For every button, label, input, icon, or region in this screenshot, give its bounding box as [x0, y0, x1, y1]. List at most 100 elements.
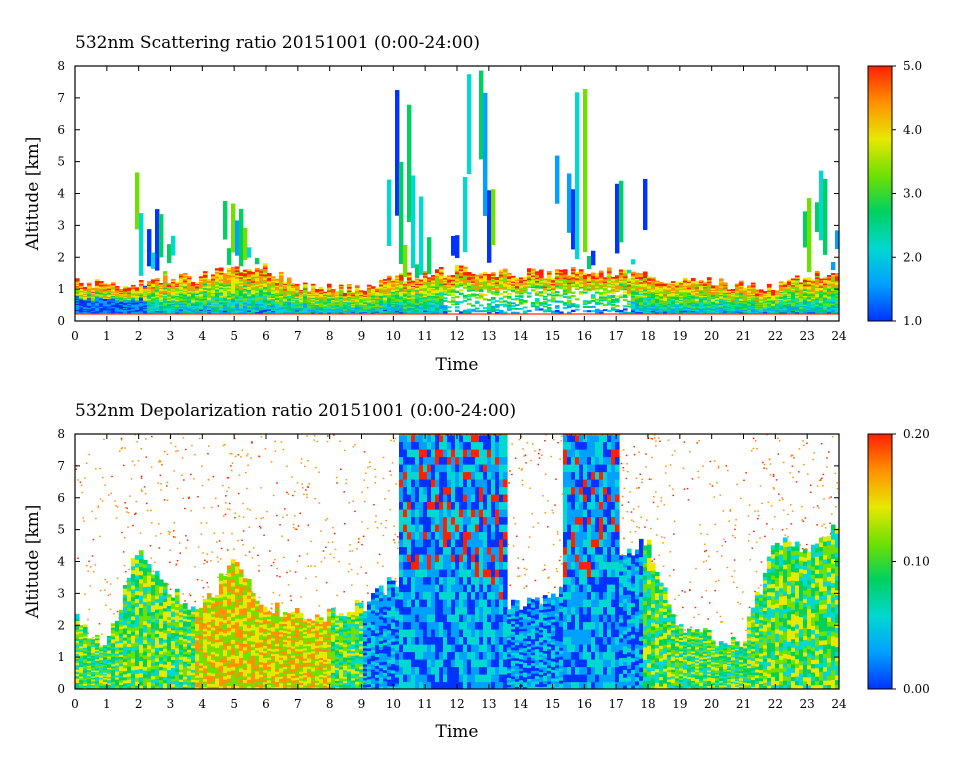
heatmap-cell	[127, 304, 132, 307]
heatmap-cell	[331, 297, 336, 300]
heatmap-cell	[107, 288, 112, 291]
heatmap-cell	[671, 311, 676, 314]
heatmap-cell	[311, 289, 316, 291]
heatmap-cell	[651, 299, 656, 301]
heatmap-cell	[531, 284, 536, 287]
heatmap-cell	[423, 307, 428, 310]
heatmap-cell	[359, 311, 364, 313]
heatmap-cell	[435, 269, 440, 272]
heatmap-cell	[571, 271, 576, 275]
heatmap-cell	[443, 278, 448, 281]
heatmap-cell	[351, 302, 356, 304]
heatmap-cell	[771, 303, 776, 305]
heatmap-cell	[631, 285, 636, 288]
heatmap-cell	[571, 291, 576, 294]
heatmap-cell	[467, 279, 472, 282]
heatmap-cell	[119, 308, 124, 311]
heatmap-cell	[107, 291, 112, 294]
heatmap-cell	[371, 303, 376, 306]
heatmap-cell	[663, 297, 668, 299]
heatmap-cell	[563, 291, 568, 294]
heatmap-cell	[563, 283, 568, 286]
heatmap-cell	[203, 287, 208, 290]
heatmap-cell	[371, 289, 376, 291]
heatmap-cell	[259, 294, 264, 297]
heatmap-cell	[167, 299, 172, 301]
heatmap-cell	[79, 303, 84, 306]
heatmap-cell	[363, 306, 368, 309]
heatmap-cell	[163, 277, 168, 280]
heatmap-cell	[263, 272, 268, 275]
heatmap-cell	[679, 296, 684, 298]
heatmap-cell	[771, 301, 776, 303]
heatmap-cell	[619, 283, 624, 286]
heatmap-cell	[291, 292, 296, 295]
heatmap-cell	[287, 296, 292, 299]
heatmap-cell	[279, 280, 284, 283]
heatmap-cell	[611, 283, 616, 286]
heatmap-cell	[319, 311, 324, 313]
heatmap-cell	[115, 285, 120, 288]
heatmap-cell	[131, 309, 136, 311]
heatmap-cell	[271, 303, 276, 306]
heatmap-cell	[735, 299, 740, 301]
heatmap-cell	[367, 297, 372, 300]
heatmap-cell	[267, 280, 272, 283]
heatmap-cell	[727, 301, 732, 303]
heatmap-cell	[191, 291, 196, 294]
heatmap-cell	[419, 289, 424, 291]
heatmap-cell	[731, 311, 736, 313]
heatmap-cell	[123, 306, 128, 308]
heatmap-cell	[211, 281, 216, 284]
heatmap-cell	[167, 289, 172, 292]
heatmap-cell	[803, 311, 808, 314]
heatmap-cell	[407, 282, 412, 285]
heatmap-cell	[355, 299, 360, 301]
heatmap-cell	[263, 279, 268, 282]
heatmap-cell	[491, 288, 496, 291]
heatmap-cell	[635, 310, 640, 313]
heatmap-cell	[407, 298, 412, 301]
heatmap-cell	[207, 311, 212, 314]
heatmap-cell	[279, 290, 284, 294]
heatmap-cell	[475, 287, 480, 289]
heatmap-cell	[243, 278, 248, 282]
heatmap-cell	[271, 292, 276, 294]
heatmap-cell	[555, 284, 560, 287]
heatmap-cell	[335, 309, 340, 311]
heatmap-cell	[671, 307, 676, 310]
heatmap-cell	[675, 302, 680, 304]
heatmap-cell	[491, 273, 496, 276]
heatmap-cell	[171, 235, 176, 256]
heatmap-cell	[823, 294, 828, 297]
heatmap-cell	[359, 300, 364, 302]
heatmap-cell	[107, 294, 112, 297]
heatmap-cell	[151, 293, 156, 296]
heatmap-cell	[747, 302, 752, 304]
heatmap-cell	[675, 295, 680, 298]
heatmap-cell	[243, 271, 248, 274]
heatmap-cell	[375, 298, 380, 301]
heatmap-cell	[295, 294, 300, 296]
heatmap-cell	[431, 296, 436, 299]
heatmap-cell	[107, 306, 112, 309]
heatmap-cell	[783, 304, 788, 306]
heatmap-cell	[79, 294, 84, 297]
heatmap-cell	[411, 284, 416, 286]
heatmap-cell	[103, 294, 108, 296]
heatmap-cell	[295, 299, 300, 302]
heatmap-cell	[819, 278, 824, 281]
heatmap-cell	[751, 302, 756, 304]
heatmap-cell	[399, 294, 404, 297]
heatmap-cell	[163, 279, 168, 282]
heatmap-cell	[759, 291, 764, 293]
heatmap-cell	[763, 305, 768, 307]
heatmap-cell	[631, 283, 636, 286]
heatmap-cell	[439, 278, 444, 281]
heatmap-cell	[671, 293, 676, 296]
heatmap-cell	[695, 291, 700, 294]
heatmap-cell	[599, 296, 604, 299]
heatmap-cell	[483, 280, 488, 283]
heatmap-cell	[219, 290, 224, 293]
heatmap-cell	[323, 296, 328, 298]
